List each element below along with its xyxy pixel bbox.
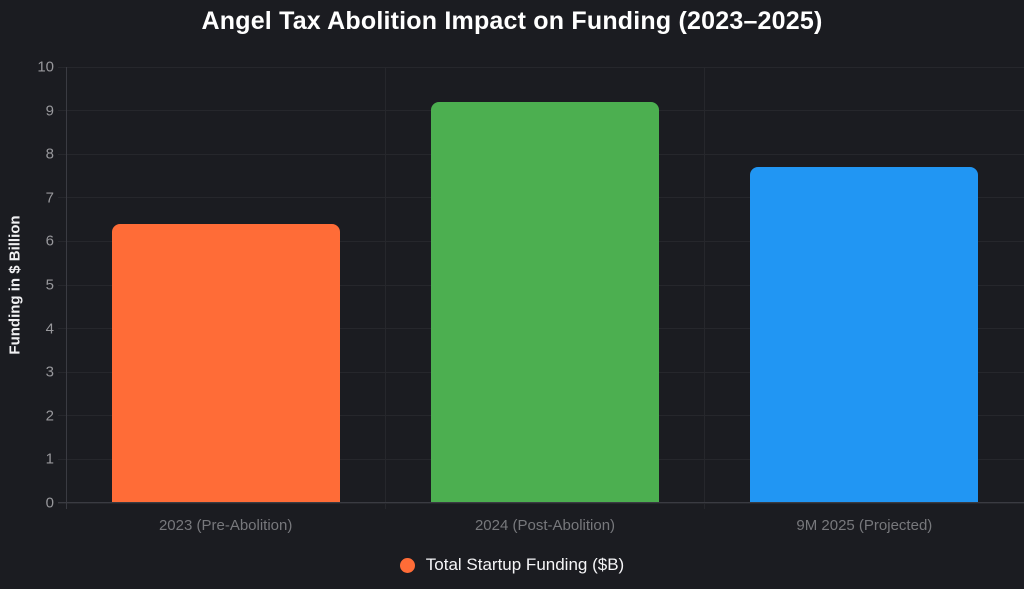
x-axis-labels: 2023 (Pre-Abolition) 2024 (Post-Abolition…: [66, 514, 1024, 538]
x-tick-label-2: 2024 (Post-Abolition): [474, 517, 616, 534]
y-tick-label-1: 1: [45, 450, 54, 468]
x-axis-line: [58, 502, 1024, 503]
legend-label: Total Startup Funding ($B): [425, 555, 625, 574]
y-tick-label-9: 9: [45, 102, 54, 120]
y-tick-label-5: 5: [45, 276, 54, 294]
gridline-y-10: [58, 66, 1024, 68]
bar-2024-post-abolition[interactable]: [431, 101, 659, 502]
y-tick-label-0: 0: [45, 494, 54, 512]
legend-marker-icon: [399, 557, 415, 573]
y-tick-label-7: 7: [45, 189, 54, 207]
chart-title: Angel Tax Abolition Impact on Funding (2…: [201, 7, 823, 35]
gridline-x-boundary-1: [384, 67, 386, 509]
y-tick-label-4: 4: [45, 320, 54, 338]
x-tick-label-1: 2023 (Pre-Abolition): [158, 517, 293, 534]
y-tick-label-3: 3: [45, 363, 54, 381]
bar-9m-2025-projected[interactable]: [750, 167, 979, 502]
plot-area: [58, 66, 1024, 509]
y-tick-label-2: 2: [45, 407, 54, 425]
y-tick-label-10: 10: [37, 58, 54, 76]
y-axis-line: [66, 67, 67, 509]
legend[interactable]: Total Startup Funding ($B): [0, 552, 1024, 578]
gridline-x-boundary-2: [704, 67, 706, 509]
y-tick-label-8: 8: [45, 145, 54, 163]
y-tick-label-6: 6: [45, 232, 54, 250]
x-tick-label-3: 9M 2025 (Projected): [796, 517, 933, 534]
gridline-y-0: [58, 502, 1024, 504]
bar-2023-pre-abolition[interactable]: [111, 223, 340, 502]
y-axis-tick-labels: 0 1 2 3 4 5 6 7 8 9 10: [0, 60, 54, 511]
